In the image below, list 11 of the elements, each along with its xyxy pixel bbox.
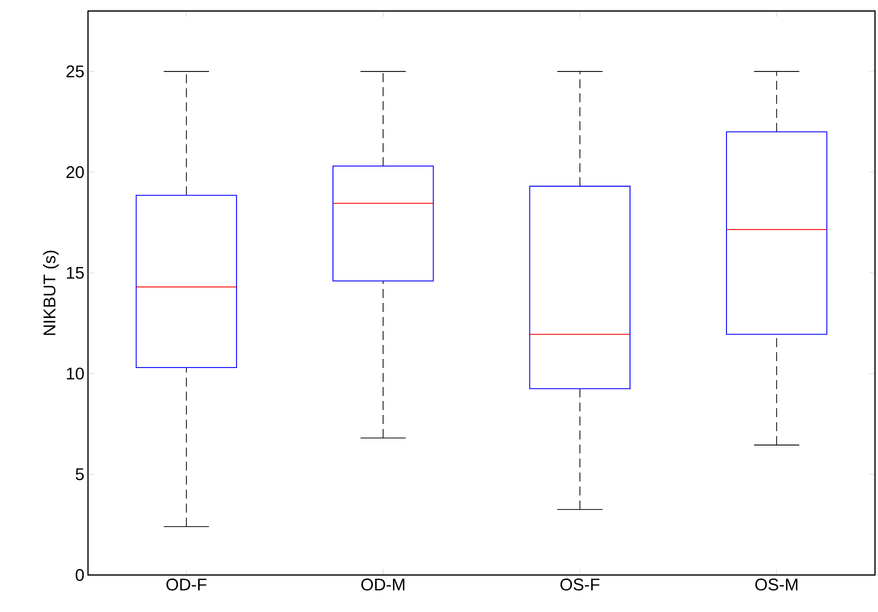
y-axis-title: NIKBUT (s): [43, 250, 59, 335]
x-tick-label: OS-M: [755, 578, 798, 591]
y-tick-label: 20: [66, 166, 84, 178]
x-tick-label: OD-F: [166, 578, 206, 591]
y-tick-label: 10: [66, 368, 84, 380]
y-tick-label: 25: [66, 65, 84, 78]
y-tick-label: 15: [66, 266, 84, 279]
x-tick-label: OS-F: [560, 578, 600, 591]
y-tick-label: 0: [76, 569, 84, 581]
y-tick-label: 5: [76, 468, 84, 480]
x-tick-label: OD-M: [361, 578, 404, 591]
